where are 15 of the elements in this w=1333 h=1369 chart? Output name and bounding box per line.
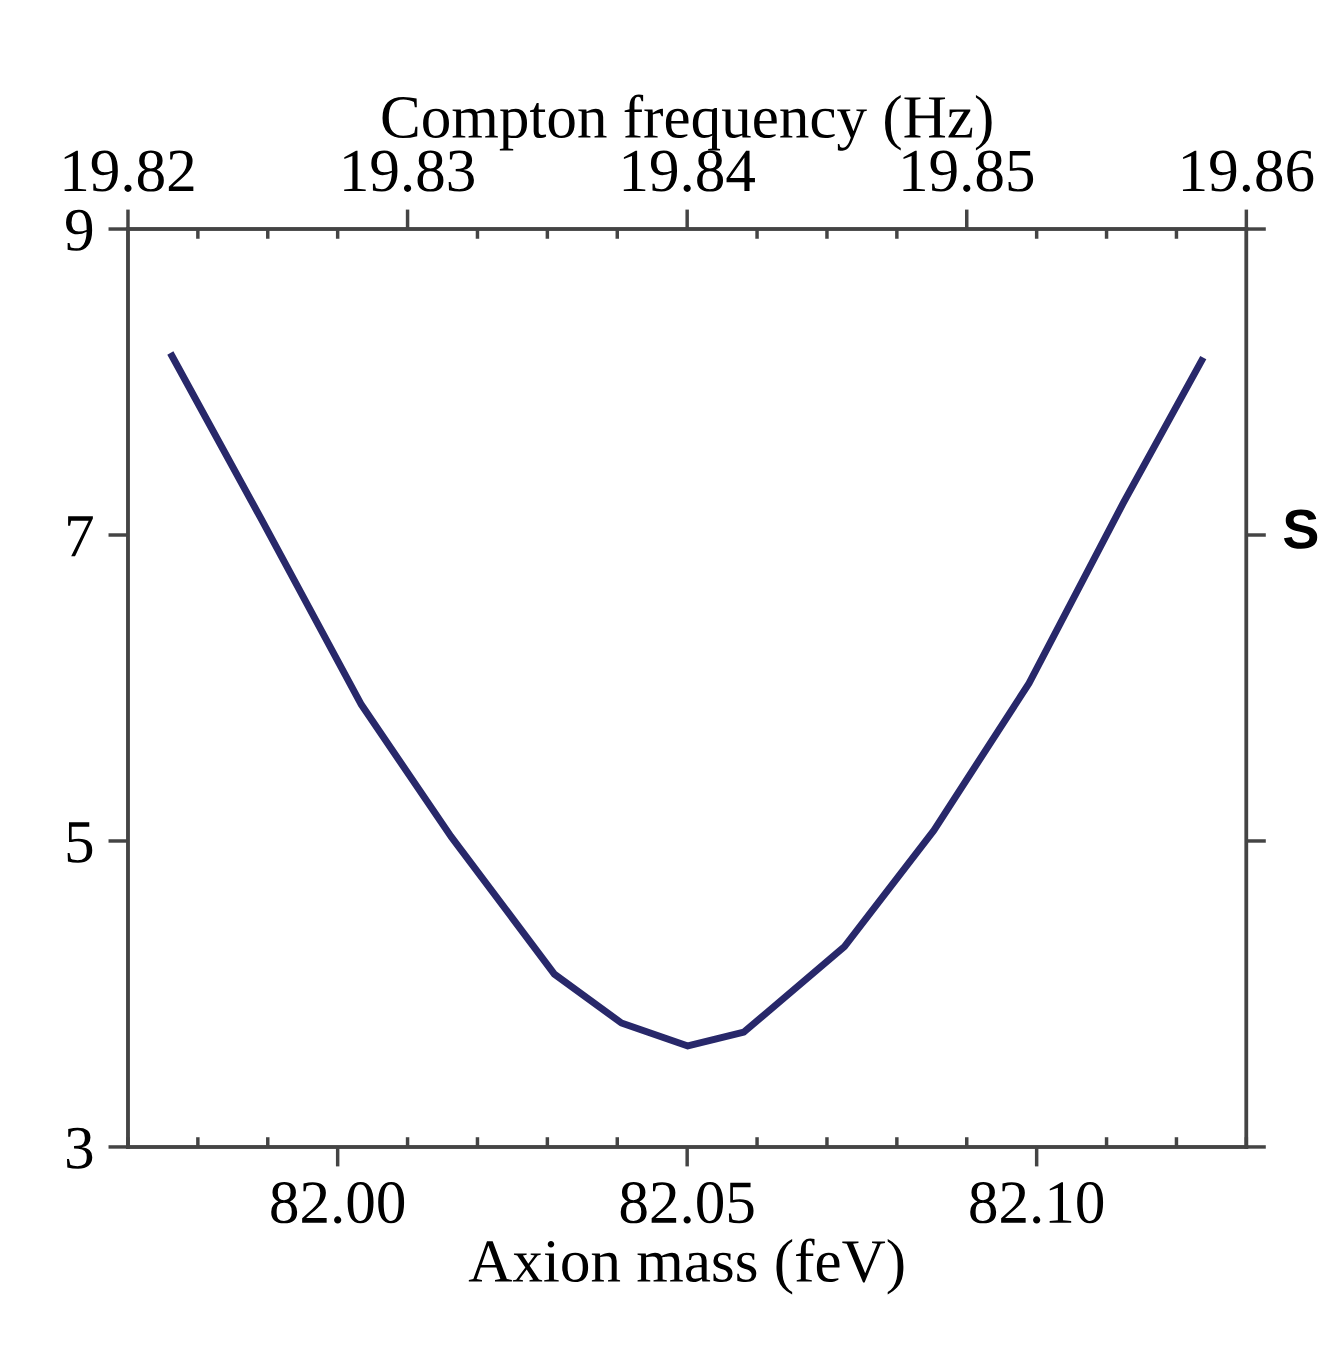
x-axis-title: Axion mass (feV) — [468, 1238, 904, 1295]
x-tick-label: 82.10 — [970, 1182, 1104, 1224]
x-tick-label: 82.00 — [271, 1182, 405, 1224]
x2-axis-title: Compton frequency (Hz) — [382, 94, 992, 151]
y-tick-label: 9 — [66, 209, 93, 251]
y-tick-label: 5 — [67, 822, 93, 863]
x2-tick-label: 19.82 — [64, 150, 194, 192]
x2-tick-label: 19.85 — [903, 150, 1034, 192]
y-tick-label: 3 — [67, 1127, 93, 1169]
y-tick-label: 7 — [68, 516, 93, 557]
x2-tick-label: 19.83 — [344, 150, 474, 192]
x2-tick-label: 19.84 — [623, 150, 755, 192]
x-tick-label: 82.05 — [620, 1182, 754, 1224]
text: S — [1283, 509, 1318, 549]
x2-tick-label: 19.86 — [1182, 150, 1314, 192]
